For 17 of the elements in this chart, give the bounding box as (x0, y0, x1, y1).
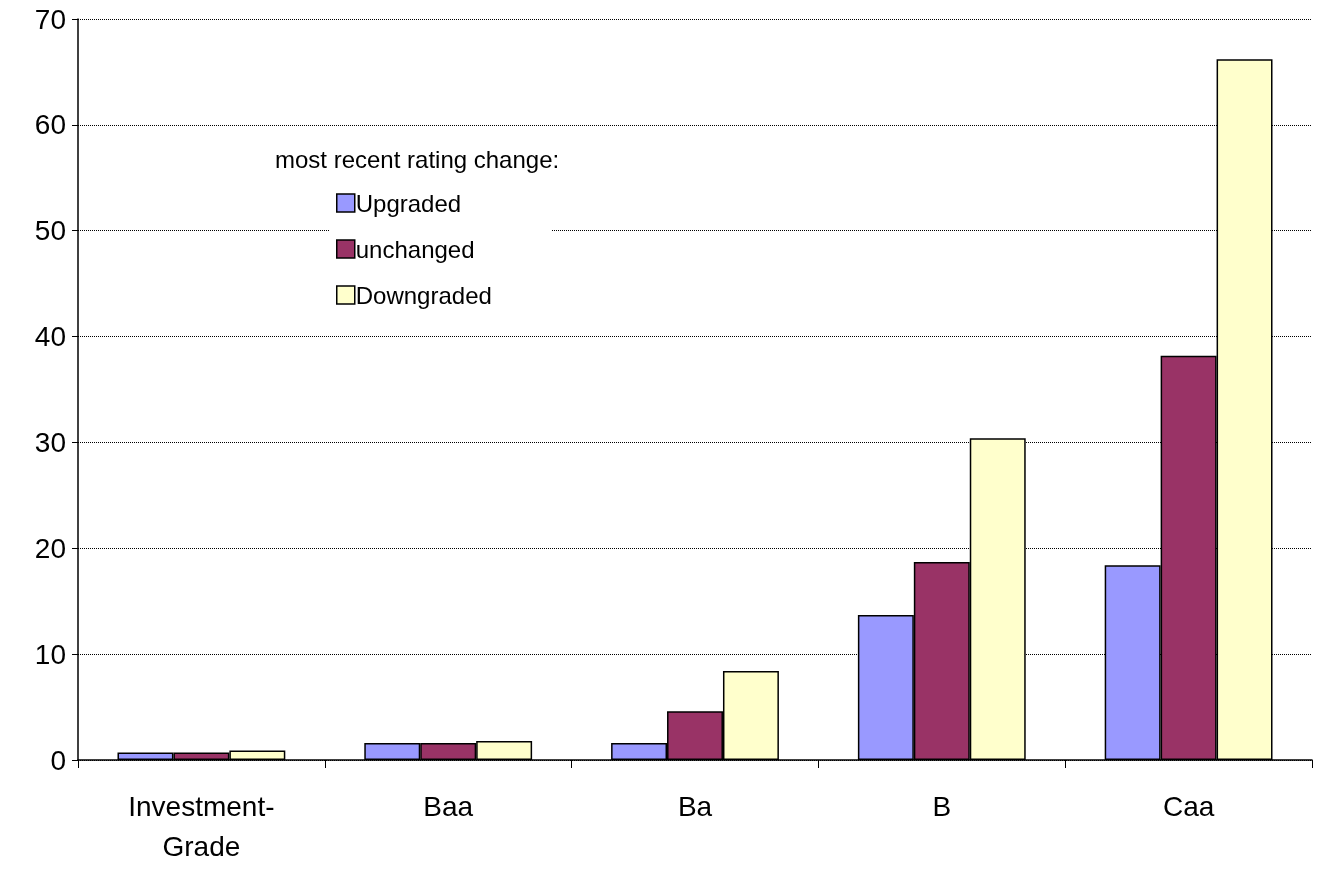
legend-title: most recent rating change: (275, 145, 560, 173)
x-tick-label: B (932, 790, 952, 822)
x-tick-label: Investment- Grade (128, 790, 275, 862)
y-tick-label: 20 (34, 532, 66, 564)
y-tick-label: 10 (34, 638, 66, 670)
legend-label: unchanged (355, 235, 475, 263)
y-tick-label: 0 (50, 744, 66, 776)
legend-label: Downgraded (355, 281, 492, 309)
y-tick-label: 60 (34, 109, 66, 141)
y-tick-label: 70 (34, 3, 66, 35)
legend-label: Upgraded (355, 189, 462, 217)
y-tick-label: 50 (34, 215, 66, 247)
x-tick-label: Caa (1162, 790, 1215, 822)
y-tick-label: 30 (34, 426, 66, 458)
y-tick-label: 40 (34, 321, 66, 353)
x-tick-label: Ba (677, 790, 713, 822)
x-tick-label: Baa (423, 790, 474, 822)
